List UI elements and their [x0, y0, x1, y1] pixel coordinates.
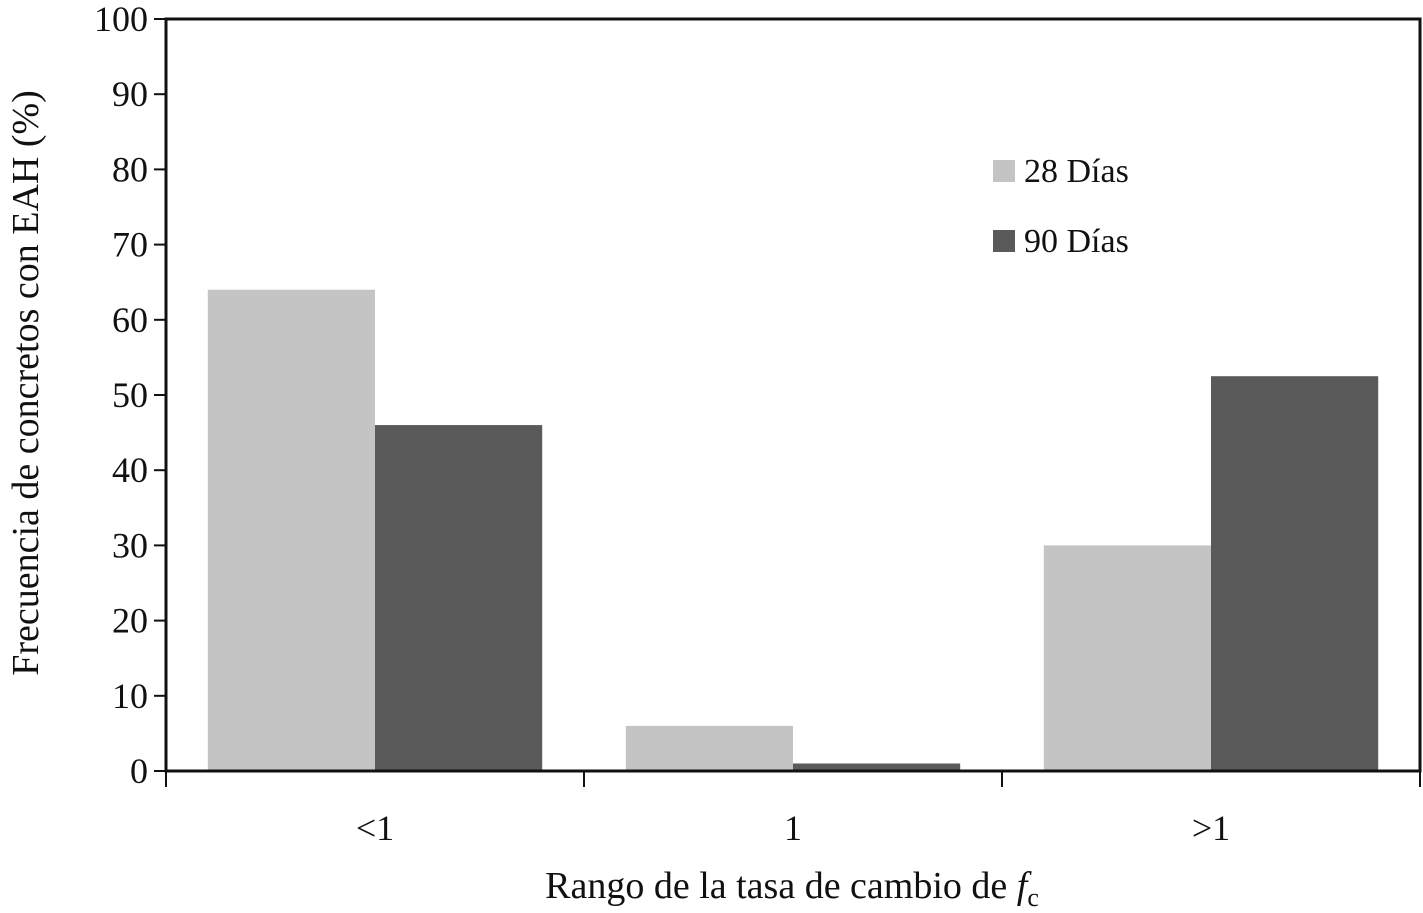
y-tick-label: 40	[112, 450, 148, 490]
y-tick-label: 90	[112, 74, 148, 114]
y-tick-label: 20	[112, 601, 148, 641]
x-axis-ticks: <1 1 >1	[165, 771, 1421, 848]
y-tick-label: 10	[112, 676, 148, 716]
bar-series-2-cat-3	[1211, 376, 1379, 771]
legend-swatch	[993, 230, 1015, 252]
bar-series-2-cat-1	[375, 425, 543, 771]
x-tick-label: <1	[356, 808, 394, 848]
legend-label: 28 Días	[1024, 153, 1129, 190]
y-axis-ticks: 0 10 20 30 40 50 60 70 80 90 100	[94, 0, 166, 791]
bar-series-1-cat-3	[1043, 545, 1211, 771]
bar-series-1-cat-1	[207, 289, 375, 771]
legend-label: 90 Días	[1024, 223, 1129, 260]
y-tick-label: 0	[130, 751, 148, 791]
y-tick-label: 70	[112, 225, 148, 265]
x-tick-label: 1	[784, 808, 802, 848]
bar-series-1-cat-2	[625, 725, 793, 771]
y-tick-label: 30	[112, 525, 148, 565]
x-tick-label: >1	[1192, 808, 1230, 848]
y-tick-label: 80	[112, 149, 148, 189]
legend: 28 Días 90 Días	[993, 153, 1129, 260]
bars-group	[166, 289, 1420, 773]
y-tick-label: 100	[94, 0, 148, 39]
x-axis-title-main: Rango de la tasa de cambio de	[545, 865, 1017, 907]
y-tick-label: 50	[112, 375, 148, 415]
legend-swatch	[993, 160, 1015, 182]
x-axis-title: Rango de la tasa de cambio de fc	[545, 865, 1039, 912]
x-axis-title-subscript: c	[1027, 883, 1039, 912]
y-tick-label: 60	[112, 300, 148, 340]
y-axis-title: Frecuencia de concretos con EAH (%)	[5, 90, 47, 676]
bar-series-2-cat-2	[793, 763, 961, 771]
